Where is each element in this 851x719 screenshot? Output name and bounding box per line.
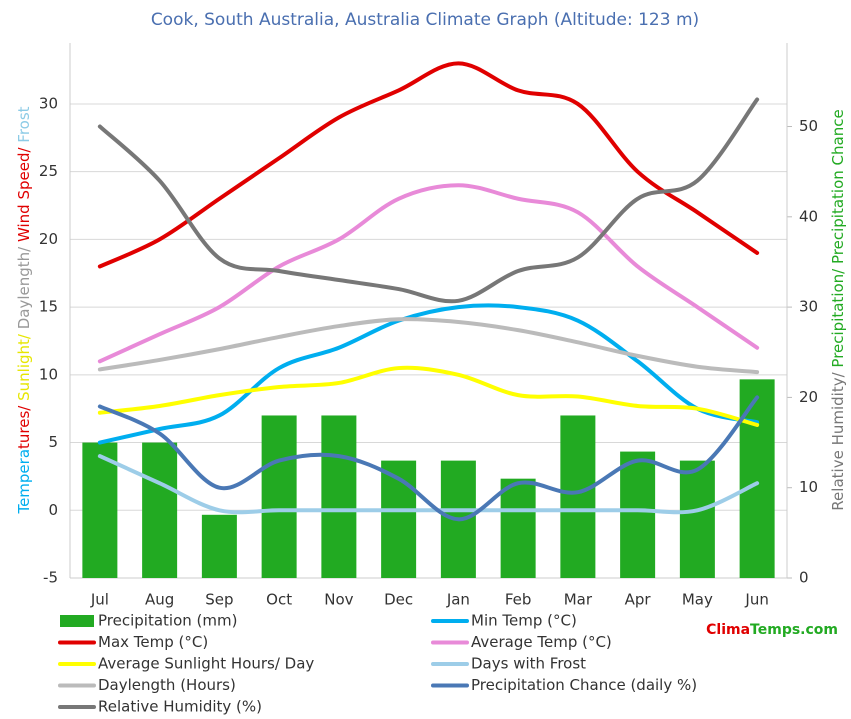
axis-title: Temperatures/ Sunlight/ Daylength/ Wind … xyxy=(15,106,33,514)
y2-tick-label: 10 xyxy=(799,478,818,496)
x-tick-label: Jul xyxy=(90,591,109,609)
y2-tick-label: 50 xyxy=(799,117,818,135)
bar xyxy=(500,478,536,578)
line xyxy=(97,365,760,427)
axis-title-part: Sunlight/ xyxy=(15,333,33,406)
y-tick-label: -5 xyxy=(43,569,58,587)
legend-swatch xyxy=(60,615,94,627)
x-tick-label: Aug xyxy=(145,591,174,609)
x-tick-label: Nov xyxy=(324,591,353,609)
y-tick-label: 10 xyxy=(39,365,58,383)
x-tick-label: Jan xyxy=(446,591,470,609)
axis-title: ClimaTemps.com xyxy=(706,622,838,638)
line xyxy=(97,183,760,364)
bar xyxy=(82,442,118,578)
y2-tick-label: 20 xyxy=(799,388,818,406)
legend-label: Days with Frost xyxy=(471,655,586,673)
axis-title-part: Daylength/ xyxy=(15,246,33,334)
line xyxy=(97,395,760,522)
y-tick-label: 30 xyxy=(39,94,58,112)
line xyxy=(97,317,760,375)
legend-label: Relative Humidity (%) xyxy=(98,698,262,716)
legend-label: Max Temp (°C) xyxy=(98,633,208,651)
y-tick-label: 20 xyxy=(39,230,58,248)
axis-title-part: Frost xyxy=(15,106,33,147)
bar xyxy=(560,415,596,578)
bar xyxy=(321,415,357,578)
x-tick-label: Mar xyxy=(564,591,593,609)
bar xyxy=(739,379,775,578)
y2-tick-label: 0 xyxy=(799,569,809,587)
axis-title-part: Relative Humidity/ xyxy=(829,371,847,510)
x-tick-label: May xyxy=(682,591,713,609)
axis-title-part: Clima xyxy=(706,622,750,638)
x-tick-label: Oct xyxy=(266,591,292,609)
axis-title-part: Precipitation/ xyxy=(829,268,847,373)
axis-title-part: Tempera xyxy=(15,449,33,515)
y-tick-label: 0 xyxy=(48,501,58,519)
y-tick-label: 25 xyxy=(39,162,58,180)
line xyxy=(97,61,760,269)
legend-label: Daylength (Hours) xyxy=(98,676,236,694)
x-tick-label: Apr xyxy=(625,591,652,609)
bar xyxy=(201,514,237,578)
axis-title-part: tures/ xyxy=(15,405,33,449)
legend-label: Average Temp (°C) xyxy=(471,633,612,651)
y-tick-label: 5 xyxy=(48,433,58,451)
bar xyxy=(261,415,297,578)
line xyxy=(97,97,760,304)
y-tick-label: 15 xyxy=(39,298,58,316)
x-tick-label: Dec xyxy=(384,591,413,609)
line xyxy=(97,454,760,515)
bar xyxy=(679,460,715,578)
legend-label: Average Sunlight Hours/ Day xyxy=(98,655,314,673)
bar xyxy=(620,451,656,578)
y2-tick-label: 40 xyxy=(799,207,818,225)
chart-title: Cook, South Australia, Australia Climate… xyxy=(151,10,699,30)
legend-label: Precipitation (mm) xyxy=(98,612,237,630)
bar xyxy=(142,442,178,578)
axis-title: Relative Humidity/ Precipitation/ Precip… xyxy=(829,109,847,510)
x-tick-label: Jun xyxy=(744,591,768,609)
x-tick-label: Sep xyxy=(205,591,233,609)
line xyxy=(97,303,760,445)
legend-label: Precipitation Chance (daily %) xyxy=(471,676,697,694)
x-tick-label: Feb xyxy=(505,591,532,609)
y2-tick-label: 30 xyxy=(799,298,818,316)
axis-title-part: Temps.com xyxy=(750,622,838,638)
axis-title-part: Precipitation Chance xyxy=(829,109,847,268)
legend-label: Min Temp (°C) xyxy=(471,612,577,630)
axis-title-part: Wind Speed/ xyxy=(15,147,33,247)
